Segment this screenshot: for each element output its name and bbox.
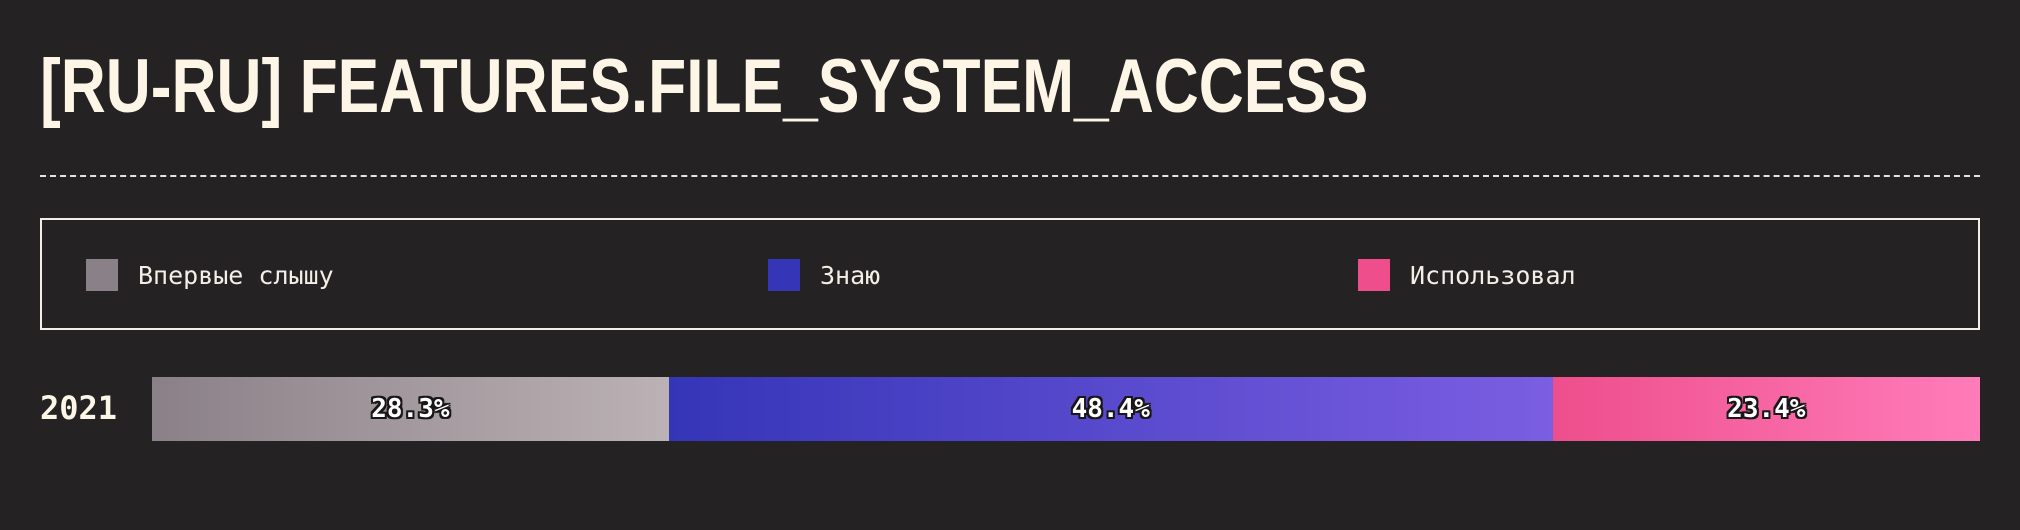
legend-swatch-used [1358, 259, 1390, 291]
bar-segment-know[interactable]: 48.4% [668, 377, 1553, 441]
legend-item-never-heard[interactable]: Впервые слышу [86, 258, 334, 292]
stacked-bar: 28.3% 48.4% 23.4% [152, 377, 1980, 441]
legend-item-used[interactable]: Использовал [1358, 258, 1576, 292]
legend-swatch-know [768, 259, 800, 291]
legend-label-know: Знаю [820, 260, 881, 290]
chart-title: [RU-RU] FEATURES.FILE_SYSTEM_ACCESS [40, 44, 1369, 129]
bar-value-label-know: 48.4% [1071, 394, 1150, 424]
legend-label-used: Использовал [1410, 260, 1576, 290]
bar-segment-never-heard[interactable]: 28.3% [152, 377, 669, 441]
row-label-year: 2021 [40, 389, 118, 427]
legend-label-never-heard: Впервые слышу [138, 260, 334, 290]
legend: Впервые слышу Знаю Использовал [40, 218, 1980, 330]
divider [40, 175, 1980, 177]
legend-swatch-never-heard [86, 259, 118, 291]
bar-value-label-never-heard: 28.3% [371, 394, 450, 424]
bar-value-label-used: 23.4% [1727, 394, 1806, 424]
bar-segment-used[interactable]: 23.4% [1552, 377, 1980, 441]
legend-item-know[interactable]: Знаю [768, 258, 880, 292]
